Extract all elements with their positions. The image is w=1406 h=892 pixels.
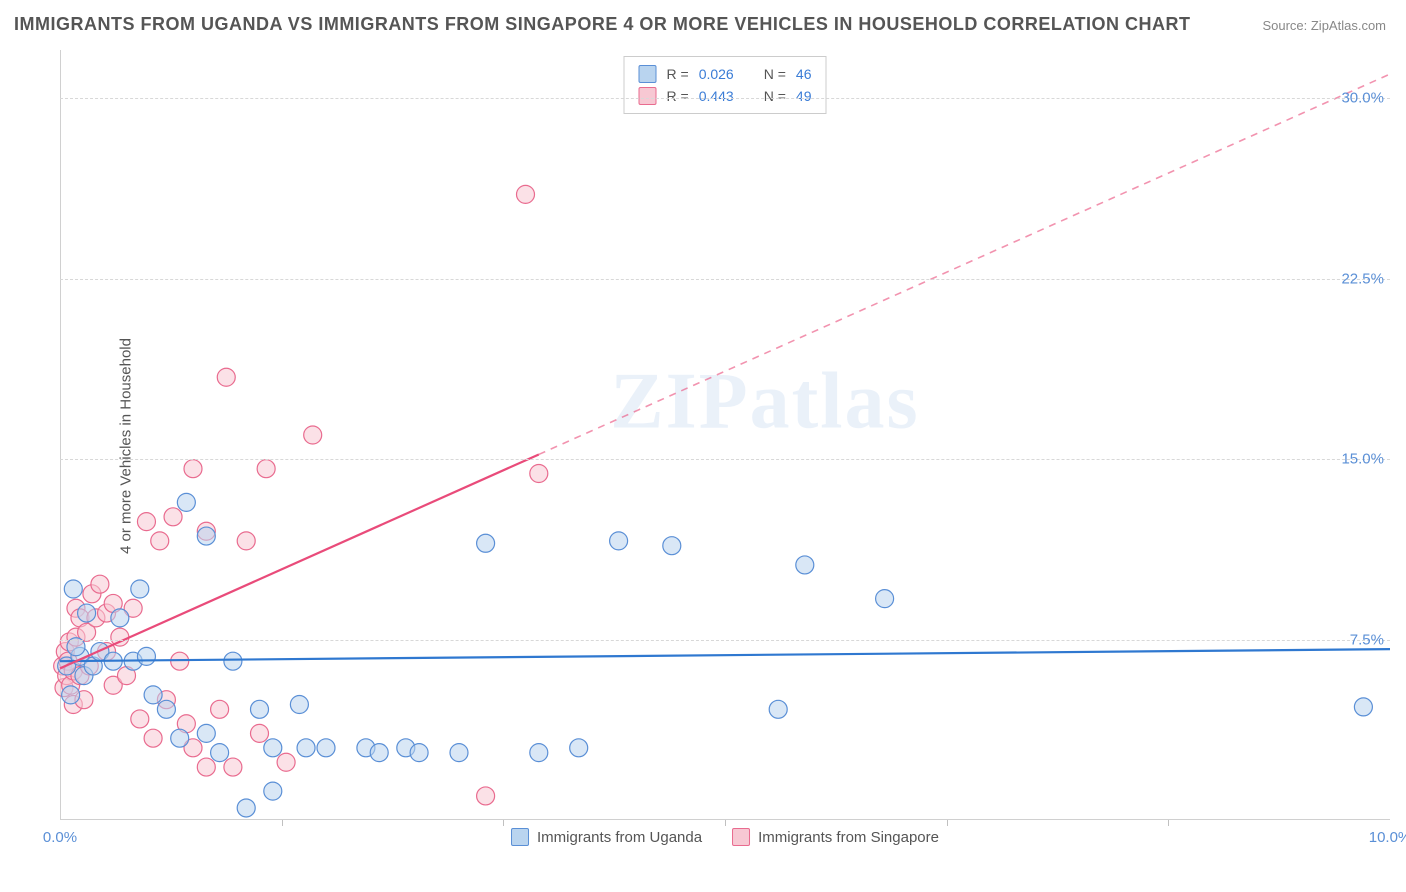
point-singapore bbox=[477, 787, 495, 805]
point-singapore bbox=[530, 465, 548, 483]
point-singapore bbox=[217, 368, 235, 386]
point-singapore bbox=[131, 710, 149, 728]
point-uganda bbox=[171, 729, 189, 747]
point-uganda bbox=[477, 534, 495, 552]
point-singapore bbox=[224, 758, 242, 776]
chart-title: IMMIGRANTS FROM UGANDA VS IMMIGRANTS FRO… bbox=[14, 14, 1191, 35]
point-uganda bbox=[137, 647, 155, 665]
point-singapore bbox=[517, 185, 535, 203]
x-tick-mark bbox=[1168, 820, 1169, 826]
point-uganda bbox=[317, 739, 335, 757]
x-tick-mark bbox=[503, 820, 504, 826]
point-singapore bbox=[197, 758, 215, 776]
point-uganda bbox=[78, 604, 96, 622]
grid-line bbox=[60, 279, 1390, 280]
grid-line bbox=[60, 98, 1390, 99]
point-uganda bbox=[297, 739, 315, 757]
point-uganda bbox=[224, 652, 242, 670]
source-attribution: Source: ZipAtlas.com bbox=[1262, 18, 1386, 33]
regression-line-uganda bbox=[60, 649, 1390, 661]
point-uganda bbox=[370, 744, 388, 762]
point-uganda bbox=[111, 609, 129, 627]
point-uganda bbox=[796, 556, 814, 574]
legend-label-uganda: Immigrants from Uganda bbox=[537, 829, 702, 846]
point-singapore bbox=[137, 513, 155, 531]
grid-line bbox=[60, 459, 1390, 460]
point-uganda bbox=[197, 724, 215, 742]
legend-item-uganda: Immigrants from Uganda bbox=[511, 828, 702, 846]
point-singapore bbox=[91, 575, 109, 593]
point-uganda bbox=[264, 782, 282, 800]
legend-item-singapore: Immigrants from Singapore bbox=[732, 828, 939, 846]
regression-line-singapore-solid bbox=[60, 454, 539, 668]
x-tick-label: 10.0% bbox=[1369, 829, 1406, 846]
point-uganda bbox=[64, 580, 82, 598]
point-uganda bbox=[157, 700, 175, 718]
point-uganda bbox=[530, 744, 548, 762]
series-legend: Immigrants from Uganda Immigrants from S… bbox=[511, 828, 939, 846]
x-tick-mark bbox=[725, 820, 726, 826]
point-uganda bbox=[410, 744, 428, 762]
chart-svg bbox=[60, 50, 1390, 850]
point-singapore bbox=[257, 460, 275, 478]
point-uganda bbox=[876, 590, 894, 608]
y-tick-label: 15.0% bbox=[1341, 451, 1384, 468]
point-singapore bbox=[144, 729, 162, 747]
point-uganda bbox=[131, 580, 149, 598]
point-uganda bbox=[251, 700, 269, 718]
point-uganda bbox=[264, 739, 282, 757]
legend-swatch-singapore-icon bbox=[732, 828, 750, 846]
point-singapore bbox=[237, 532, 255, 550]
x-tick-label: 0.0% bbox=[43, 829, 77, 846]
point-singapore bbox=[164, 508, 182, 526]
point-uganda bbox=[570, 739, 588, 757]
point-uganda bbox=[144, 686, 162, 704]
point-singapore bbox=[184, 460, 202, 478]
point-singapore bbox=[151, 532, 169, 550]
legend-label-singapore: Immigrants from Singapore bbox=[758, 829, 939, 846]
point-uganda bbox=[1354, 698, 1372, 716]
point-uganda bbox=[177, 493, 195, 511]
legend-swatch-uganda-icon bbox=[511, 828, 529, 846]
point-uganda bbox=[237, 799, 255, 817]
point-uganda bbox=[610, 532, 628, 550]
point-uganda bbox=[211, 744, 229, 762]
x-tick-mark bbox=[947, 820, 948, 826]
point-singapore bbox=[211, 700, 229, 718]
point-uganda bbox=[663, 537, 681, 555]
point-singapore bbox=[277, 753, 295, 771]
y-tick-label: 30.0% bbox=[1341, 90, 1384, 107]
grid-line bbox=[60, 640, 1390, 641]
x-tick-mark bbox=[282, 820, 283, 826]
y-tick-label: 22.5% bbox=[1341, 270, 1384, 287]
y-tick-label: 7.5% bbox=[1350, 631, 1384, 648]
point-singapore bbox=[251, 724, 269, 742]
point-uganda bbox=[197, 527, 215, 545]
point-uganda bbox=[62, 686, 80, 704]
point-uganda bbox=[769, 700, 787, 718]
regression-line-singapore-dashed bbox=[539, 74, 1390, 454]
point-uganda bbox=[450, 744, 468, 762]
point-singapore bbox=[304, 426, 322, 444]
point-uganda bbox=[290, 696, 308, 714]
plot-area: ZIPatlas R = 0.026 N = 46 R = 0.443 N = … bbox=[60, 50, 1390, 850]
